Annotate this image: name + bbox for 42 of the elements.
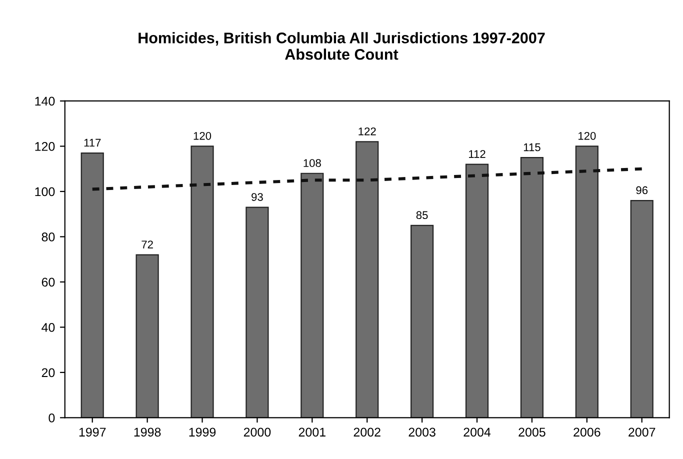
y-tick-label: 20 xyxy=(42,368,55,378)
y-tick-label: 120 xyxy=(35,142,55,151)
chart-title: Homicides, British Columbia All Jurisdictions 1997-2007 Absolute Count xyxy=(138,32,545,60)
data-label: 117 xyxy=(84,138,101,147)
y-tick-label: 140 xyxy=(35,96,55,106)
data-label: 85 xyxy=(416,211,428,220)
data-label: 72 xyxy=(142,240,153,248)
data-label: 120 xyxy=(194,132,212,140)
data-label: 115 xyxy=(524,143,540,152)
data-label: 108 xyxy=(304,159,321,168)
x-tick-label: 2006 xyxy=(574,428,600,437)
x-tick-label: 2007 xyxy=(628,428,656,437)
data-label: 93 xyxy=(252,193,263,201)
x-tick-label: 2003 xyxy=(408,428,436,437)
bar xyxy=(136,254,159,418)
bar xyxy=(520,156,544,418)
x-tick-label: 1998 xyxy=(134,428,161,437)
data-label: 96 xyxy=(636,186,648,194)
y-tick-label: 40 xyxy=(42,323,55,332)
bar xyxy=(300,172,324,418)
x-tick-label: 2002 xyxy=(354,428,380,437)
x-tick-label: 2000 xyxy=(244,428,271,437)
y-tick-label: 80 xyxy=(42,232,55,242)
data-label: 112 xyxy=(469,150,486,158)
bar xyxy=(410,224,434,418)
y-tick-label: 0 xyxy=(48,413,55,422)
bar xyxy=(575,146,598,418)
data-label: 120 xyxy=(578,132,596,140)
x-tick-label: 2004 xyxy=(464,428,491,437)
x-tick-label: 2005 xyxy=(518,428,546,437)
x-tick-label: 2001 xyxy=(298,428,326,437)
bar xyxy=(190,146,214,418)
y-tick-label: 60 xyxy=(42,278,55,287)
x-tick-label: 1999 xyxy=(189,428,216,437)
y-tick-label: 100 xyxy=(35,187,55,196)
bar xyxy=(465,164,489,418)
bar xyxy=(356,141,379,418)
data-label: 122 xyxy=(358,127,376,136)
bar xyxy=(80,152,104,418)
bar xyxy=(246,206,269,418)
x-tick-label: 1997 xyxy=(79,428,106,437)
bar xyxy=(630,200,654,418)
